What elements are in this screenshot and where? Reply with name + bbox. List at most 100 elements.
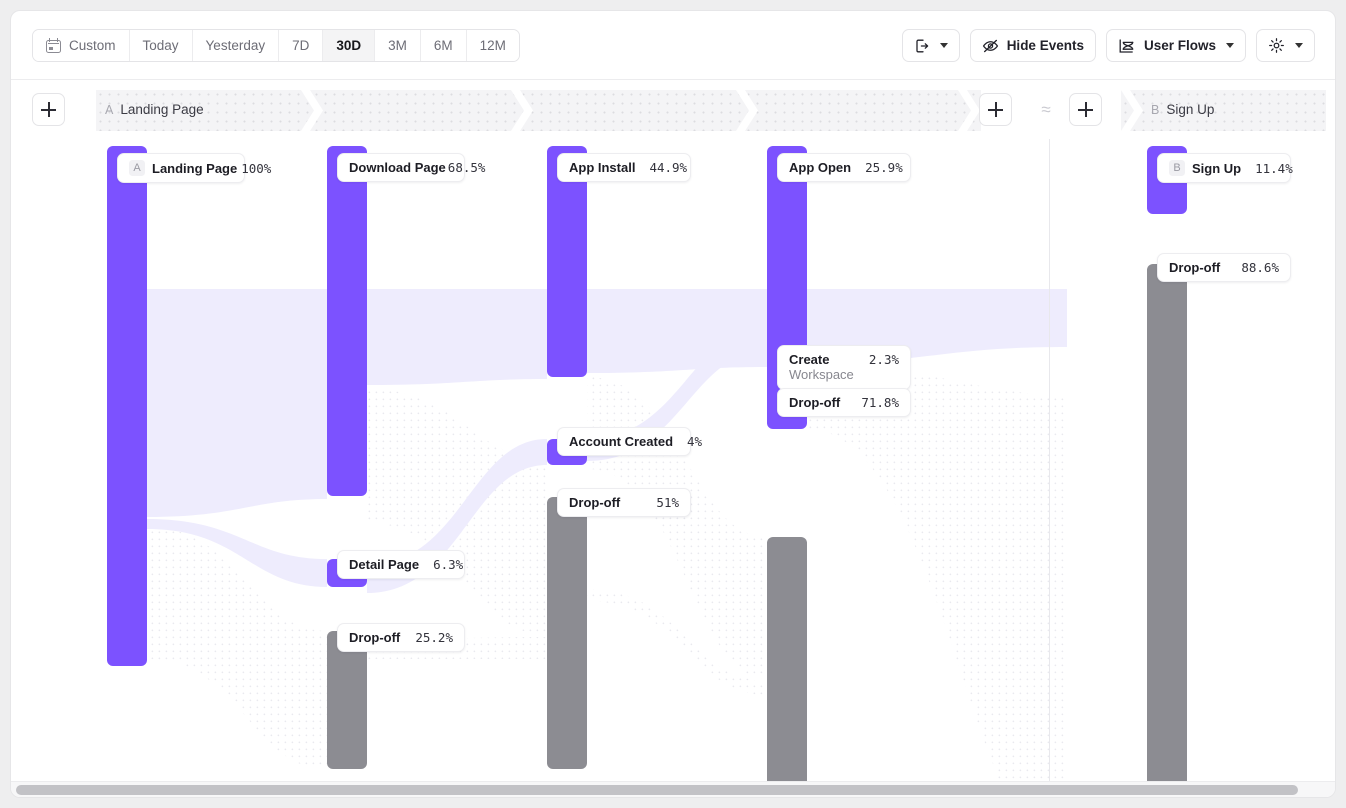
range-30d[interactable]: 30D (323, 30, 376, 61)
node-name-line2: Workspace (789, 367, 854, 382)
node-bar-dropoff-step4[interactable] (767, 537, 807, 789)
chevron-separator (1121, 90, 1143, 131)
chevron-down-icon (1226, 43, 1234, 48)
node-name: Drop-off (1169, 260, 1221, 275)
node-bar-dropoff-step5[interactable] (1147, 264, 1187, 789)
node-name: Download Page (349, 160, 446, 175)
horizontal-scrollbar[interactable] (11, 781, 1335, 797)
date-range-segmented-control[interactable]: Custom Today Yesterday 7D 30D 3M 6M 12M (32, 29, 520, 62)
node-label-app-open[interactable]: App Open 25.9% (777, 153, 911, 182)
add-step-right-button[interactable] (1069, 93, 1102, 126)
chevron-down-icon (939, 43, 948, 48)
ribbon-download-appinstall (367, 289, 547, 385)
step-badge: B (1169, 160, 1185, 176)
settings-button[interactable] (1256, 29, 1315, 62)
range-today[interactable]: Today (129, 30, 193, 61)
node-bar-dropoff-step2[interactable] (327, 631, 367, 769)
step-b-letter: B (1151, 102, 1160, 117)
step-band-a (96, 90, 981, 131)
add-step-left-button[interactable] (32, 93, 65, 126)
range-yesterday-label: Yesterday (205, 38, 266, 53)
toolbar-actions: Hide Events User Flows (901, 29, 1315, 62)
node-label-dropoff-step5[interactable]: Drop-off 88.6% (1157, 253, 1291, 282)
step-a-letter: A (105, 102, 114, 117)
gear-icon (1269, 38, 1284, 53)
step-badge: A (129, 160, 145, 176)
sankey-chart: A Landing Page 100% Download Page 68.5% … (11, 139, 1335, 789)
ribbon-landing-dropoff (147, 527, 327, 769)
node-bar-download-page[interactable] (327, 146, 367, 496)
range-6m[interactable]: 6M (420, 30, 467, 61)
node-label-create-workspace[interactable]: Create 2.3% Workspace (777, 345, 911, 390)
user-flows-button[interactable]: User Flows (1105, 29, 1246, 62)
chart-divider (1049, 139, 1050, 789)
node-label-dropoff-step3[interactable]: Drop-off 51% (557, 488, 691, 517)
step-band-b (1121, 90, 1326, 131)
node-label-landing-page[interactable]: A Landing Page 100% (117, 153, 271, 183)
node-percent: 68.5% (447, 160, 486, 175)
ribbon-landing-detail (147, 519, 327, 587)
range-12m-label: 12M (479, 38, 506, 53)
ribbon-account-dropoff (587, 589, 767, 695)
chevron-separator (511, 90, 533, 131)
range-7d-label: 7D (292, 38, 310, 53)
node-percent: 44.9% (649, 160, 688, 175)
node-label-app-install[interactable]: App Install 44.9% (557, 153, 691, 182)
node-name: Detail Page (349, 557, 420, 572)
step-a-label: Landing Page (120, 102, 204, 117)
node-label-dropoff-step2[interactable]: Drop-off 25.2% (337, 623, 465, 652)
flow-ribbons (147, 289, 1067, 789)
range-6m-label: 6M (433, 38, 453, 53)
node-bar-dropoff-step3[interactable] (547, 497, 587, 769)
node-name: Drop-off (789, 395, 841, 410)
range-custom[interactable]: Custom (33, 30, 130, 61)
funnel-steps-header: A Landing Page ≈ B Sign Up (11, 80, 1335, 208)
node-label-dropoff-step4[interactable]: Drop-off 71.8% (777, 388, 911, 417)
chevron-separator (958, 90, 980, 131)
node-label-download-page[interactable]: Download Page 68.5% (337, 153, 485, 182)
node-percent: 6.3% (433, 557, 464, 572)
range-today-label: Today (142, 38, 179, 53)
node-name: Drop-off (349, 630, 401, 645)
node-label-detail-page[interactable]: Detail Page 6.3% (337, 550, 465, 579)
ribbon-appopen-signup (807, 289, 1067, 363)
ribbon-landing-download (147, 289, 327, 517)
toolbar: Custom Today Yesterday 7D 30D 3M 6M 12M (11, 11, 1335, 80)
range-custom-label: Custom (69, 38, 116, 53)
node-name: App Open (789, 160, 852, 175)
chevron-down-icon (1295, 43, 1303, 48)
calendar-icon (46, 38, 61, 53)
step-a-title[interactable]: A Landing Page (105, 102, 204, 117)
node-name: Account Created (569, 434, 674, 449)
range-3m[interactable]: 3M (375, 30, 421, 61)
node-percent: 71.8% (861, 395, 899, 410)
step-b-title[interactable]: B Sign Up (1151, 102, 1214, 117)
node-percent: 11.4% (1255, 160, 1293, 176)
scrollbar-thumb[interactable] (16, 785, 1298, 795)
hide-events-button[interactable]: Hide Events (969, 29, 1096, 62)
range-yesterday[interactable]: Yesterday (192, 30, 280, 61)
eye-off-icon (982, 39, 998, 52)
node-name: Sign Up (1192, 160, 1242, 176)
node-name: Drop-off (569, 495, 621, 510)
range-7d[interactable]: 7D (279, 30, 324, 61)
chevron-separator (301, 90, 323, 131)
analytics-panel: Custom Today Yesterday 7D 30D 3M 6M 12M (10, 10, 1336, 798)
wave-separator-icon: ≈ (1041, 100, 1051, 119)
node-bar-landing-page[interactable] (107, 146, 147, 666)
export-button[interactable] (901, 29, 960, 62)
node-bar-app-install[interactable] (547, 146, 587, 377)
node-label-account-created[interactable]: Account Created 4% (557, 427, 702, 456)
ribbon-appopen-dropoff (807, 365, 1067, 789)
node-percent: 25.2% (415, 630, 453, 645)
hide-events-label: Hide Events (1006, 38, 1084, 53)
node-percent: 25.9% (865, 160, 903, 175)
range-12m[interactable]: 12M (466, 30, 519, 61)
add-step-middle-button[interactable] (979, 93, 1012, 126)
node-percent: 100% (241, 160, 272, 176)
node-label-sign-up[interactable]: B Sign Up 11.4% (1157, 153, 1293, 183)
ribbon-appinstall-appopen (587, 289, 767, 373)
flow-icon (1119, 38, 1134, 53)
node-name: Landing Page (152, 160, 238, 176)
node-percent: 4% (687, 434, 703, 449)
